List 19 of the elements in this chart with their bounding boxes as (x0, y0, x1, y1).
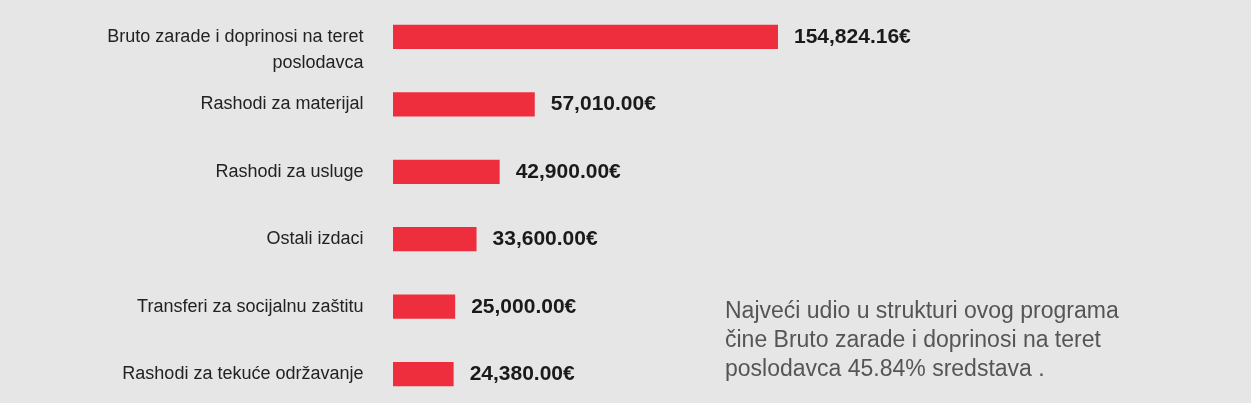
data-label: 24,380.00€ (469, 361, 576, 385)
bar (393, 294, 456, 319)
y-tick-label: Rashodi za materijal (200, 93, 364, 114)
y-tick-label: Rashodi za tekuće održavanje (122, 363, 364, 384)
y-tick-label: Bruto zarade i doprinosi na teret poslodavca (107, 25, 365, 72)
data-label: 25,000.00€ (471, 293, 577, 317)
data-label: 154,824.16€ (794, 23, 912, 47)
bar (393, 361, 454, 387)
data-label: 57,010.00€ (550, 91, 657, 115)
y-tick-label: Ostali izdaci (266, 228, 364, 249)
bar (393, 227, 477, 252)
data-label: 42,900.00€ (515, 158, 622, 182)
annotation: Najveći udio u strukturi ovog programa čine Bruto zarade i doprinosi na teret poslodavca 45.84% sredstava . (725, 297, 1119, 381)
bar (393, 92, 535, 117)
y-tick-label: Rashodi za usluge (215, 160, 364, 181)
bar (393, 24, 778, 50)
data-label: 33,600.00€ (492, 226, 598, 250)
y-tick-label: Transferi za socijalnu zaštitu (137, 295, 364, 316)
bar (393, 159, 500, 184)
